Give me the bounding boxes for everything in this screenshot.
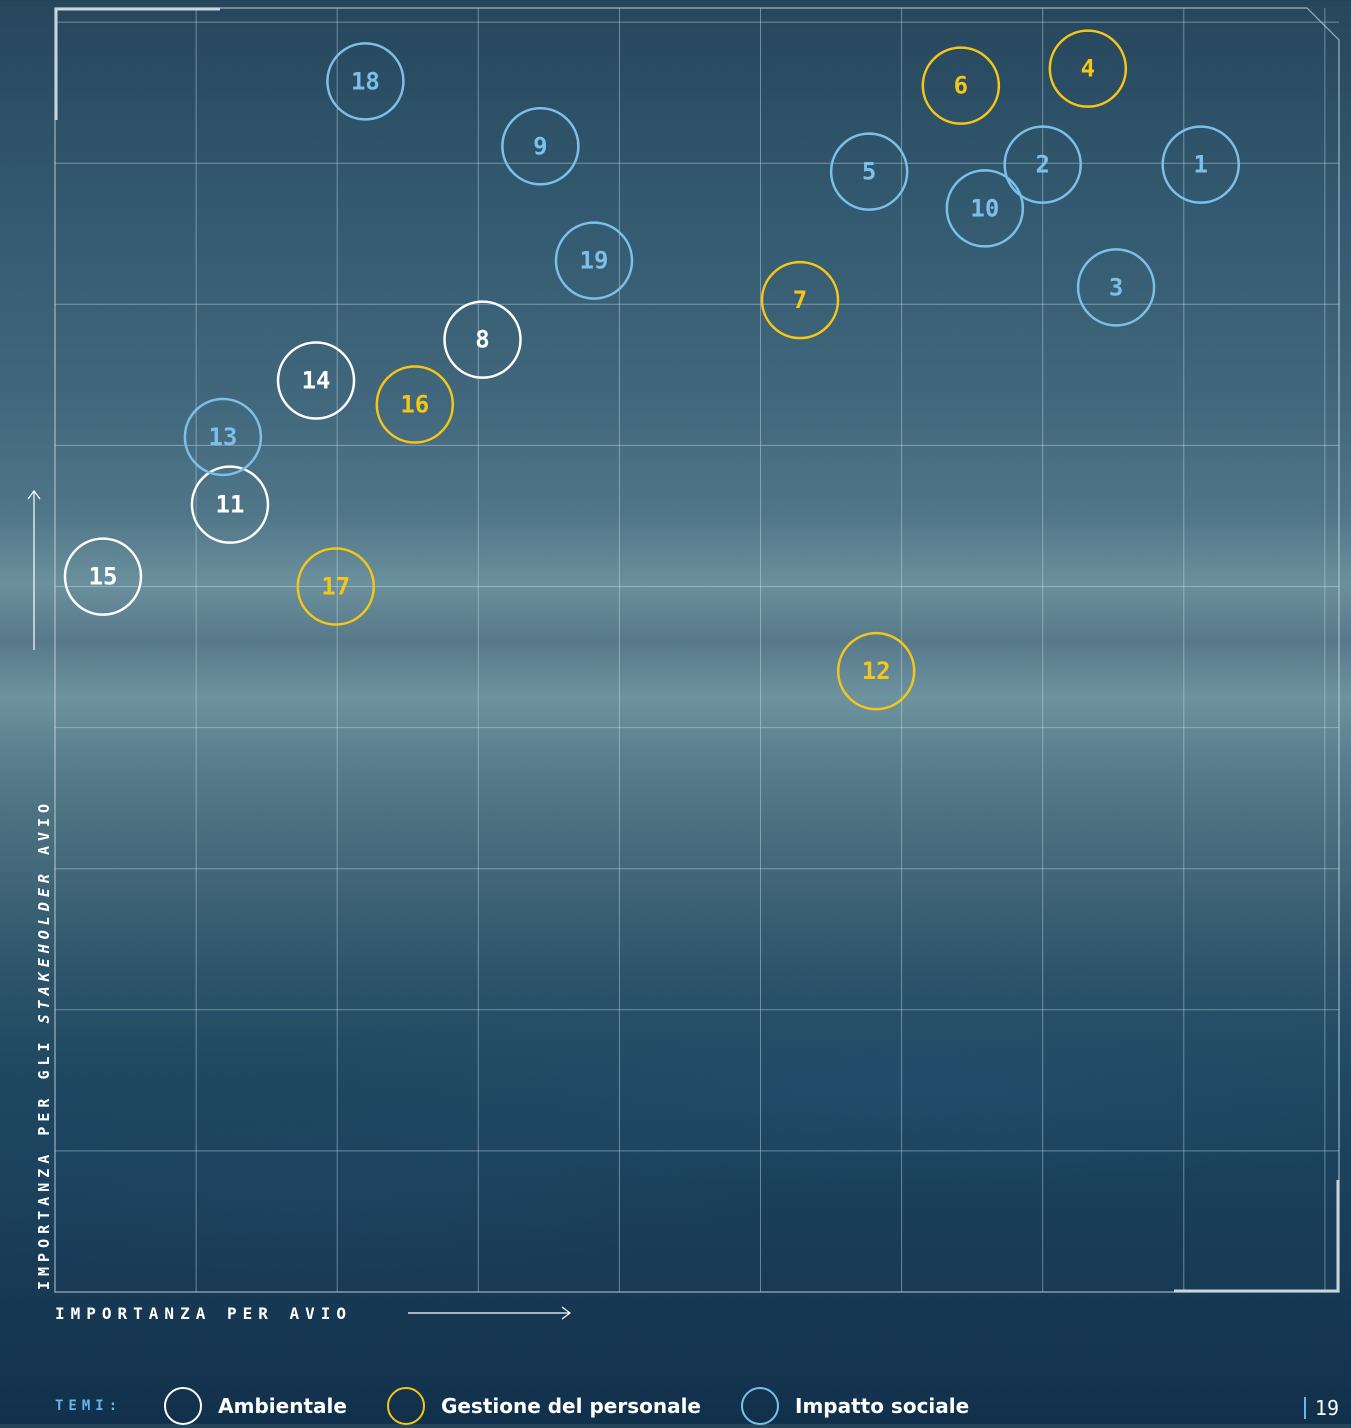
data-point-marker: [63, 537, 143, 616]
legend-swatch-impatto: [741, 1387, 779, 1425]
data-point-label: 19: [580, 247, 609, 275]
data-point-label: 6: [954, 72, 968, 100]
data-point-4: 4: [1048, 29, 1128, 108]
data-point-13: 13: [183, 397, 263, 477]
legend-swatch-gestione: [386, 1387, 425, 1425]
data-point-marker: [276, 341, 356, 420]
data-point-label: 10: [970, 194, 999, 222]
legend-item-impatto: Impatto sociale: [741, 1387, 969, 1425]
data-point-marker: [945, 169, 1025, 248]
data-point-label: 1: [1193, 151, 1207, 179]
data-point-marker: [1161, 125, 1240, 204]
data-point-8: 8: [443, 300, 522, 379]
x-axis-arrowhead: [561, 1306, 571, 1320]
data-point-17: 17: [296, 547, 376, 626]
legend-swatch-ambientale: [164, 1387, 203, 1425]
data-point-19: 19: [554, 221, 634, 300]
legend-label-impatto: Impatto sociale: [795, 1394, 970, 1418]
data-point-label: 16: [400, 390, 429, 418]
data-point-marker: [375, 365, 455, 444]
y-axis-title: IMPORTANZA PER GLI STAKEHOLDER AVIO: [35, 799, 53, 1290]
data-point-7: 7: [760, 260, 840, 340]
data-point-14: 14: [276, 341, 356, 420]
data-point-marker: [1076, 248, 1156, 327]
data-point-10: 10: [945, 169, 1025, 248]
legend-item-ambientale: Ambientale: [164, 1387, 347, 1425]
data-point-18: 18: [326, 42, 405, 121]
data-point-marker: [829, 132, 909, 211]
data-point-label: 15: [89, 563, 118, 591]
data-point-marker: [183, 397, 263, 477]
page-number-bar: [1303, 1397, 1306, 1419]
legend: TEMI: Ambientale Gestione del personale …: [55, 1384, 1009, 1428]
data-point-marker: [296, 547, 376, 626]
data-point-label: 9: [533, 132, 547, 160]
data-point-marker: [326, 42, 405, 121]
data-point-11: 11: [190, 465, 270, 544]
data-point-label: 17: [321, 573, 350, 601]
data-point-2: 2: [1003, 125, 1082, 204]
y-axis-title-suffix: AVIO: [35, 798, 53, 870]
data-point-marker: [921, 46, 1001, 125]
page-number: 19: [1303, 1396, 1339, 1420]
grid-lines: [55, 8, 1339, 1292]
y-axis-title-emph: STAKEHOLDER: [35, 869, 53, 1024]
legend-label-ambientale: Ambientale: [218, 1394, 347, 1418]
axis-arrows: [27, 490, 571, 1320]
data-point-5: 5: [829, 132, 909, 211]
data-point-6: 6: [921, 46, 1001, 125]
data-point-label: 12: [862, 657, 891, 685]
data-point-marker: [443, 300, 522, 379]
data-point-12: 12: [836, 631, 916, 711]
data-point-16: 16: [375, 365, 455, 444]
data-point-label: 7: [793, 286, 807, 314]
frame-corner-top-left: [54, 7, 220, 120]
data-point-label: 8: [475, 326, 489, 354]
data-point-label: 2: [1035, 151, 1049, 179]
data-point-marker: [1003, 125, 1082, 204]
data-point-marker: [1048, 29, 1128, 108]
data-point-marker: [836, 631, 916, 711]
data-point-label: 18: [351, 67, 380, 95]
data-point-marker: [190, 465, 270, 544]
legend-label-gestione: Gestione del personale: [440, 1394, 701, 1418]
data-point-9: 9: [501, 107, 580, 186]
data-point-label: 3: [1109, 273, 1123, 301]
data-point-marker: [501, 107, 580, 186]
data-point-1: 1: [1161, 125, 1240, 204]
y-axis-arrowhead: [27, 490, 41, 500]
chart-frame: [54, 7, 1340, 1293]
data-point-15: 15: [63, 537, 143, 616]
data-point-3: 3: [1076, 248, 1156, 327]
legend-title: TEMI:: [55, 1398, 123, 1414]
frame-outline: [54, 7, 1340, 1293]
legend-item-gestione: Gestione del personale: [386, 1387, 701, 1425]
data-point-label: 5: [862, 158, 876, 186]
data-point-marker: [760, 260, 840, 340]
data-point-label: 14: [302, 367, 331, 395]
data-point-label: 11: [216, 491, 245, 519]
y-axis-title-prefix: IMPORTANZA PER GLI: [35, 1023, 53, 1290]
x-axis-title: IMPORTANZA PER AVIO: [55, 1304, 353, 1323]
data-point-marker: [554, 221, 634, 300]
frame-corner-bottom-right: [1174, 1180, 1340, 1293]
page-number-text: 19: [1314, 1396, 1339, 1420]
data-point-label: 4: [1081, 55, 1095, 83]
data-point-label: 13: [208, 423, 237, 451]
